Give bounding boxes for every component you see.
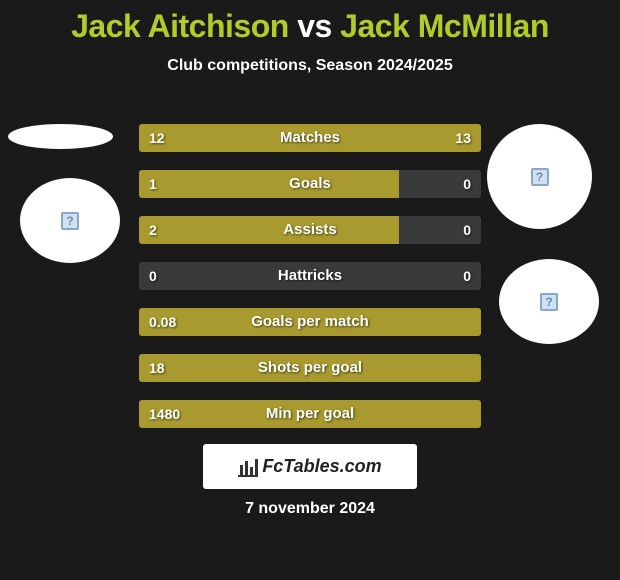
logo-text: FcTables.com — [262, 456, 381, 477]
subtitle: Club competitions, Season 2024/2025 — [0, 57, 620, 75]
badge-circle-left: ? — [20, 178, 120, 263]
vs-label: vs — [297, 8, 332, 44]
value-player2: 0 — [463, 262, 471, 290]
placeholder-icon: ? — [540, 293, 558, 311]
stat-row: 1Goals0 — [139, 170, 481, 198]
value-player2: 13 — [455, 124, 471, 152]
stat-label: Goals per match — [139, 308, 481, 336]
stat-row: 0Hattricks0 — [139, 262, 481, 290]
stat-label: Assists — [139, 216, 481, 244]
badge-circle-right-2: ? — [499, 259, 599, 344]
stat-label: Shots per goal — [139, 354, 481, 382]
placeholder-icon: ? — [61, 212, 79, 230]
date-label: 7 november 2024 — [0, 500, 620, 518]
badge-circle-right-1: ? — [487, 124, 592, 229]
stat-label: Min per goal — [139, 400, 481, 428]
stat-row: 1480Min per goal — [139, 400, 481, 428]
stat-label: Hattricks — [139, 262, 481, 290]
comparison-title: Jack Aitchison vs Jack McMillan — [0, 0, 620, 45]
value-player2: 0 — [463, 216, 471, 244]
decor-ellipse-left — [8, 124, 113, 149]
stat-label: Matches — [139, 124, 481, 152]
value-player2: 0 — [463, 170, 471, 198]
stat-row: 2Assists0 — [139, 216, 481, 244]
stat-row: 18Shots per goal — [139, 354, 481, 382]
player1-name: Jack Aitchison — [71, 8, 289, 44]
bars-icon — [238, 457, 258, 477]
stat-row: 12Matches13 — [139, 124, 481, 152]
source-logo: FcTables.com — [203, 444, 417, 489]
player2-name: Jack McMillan — [340, 8, 549, 44]
stat-row: 0.08Goals per match — [139, 308, 481, 336]
stat-label: Goals — [139, 170, 481, 198]
placeholder-icon: ? — [531, 168, 549, 186]
stats-panel: 12Matches131Goals02Assists00Hattricks00.… — [139, 124, 481, 446]
